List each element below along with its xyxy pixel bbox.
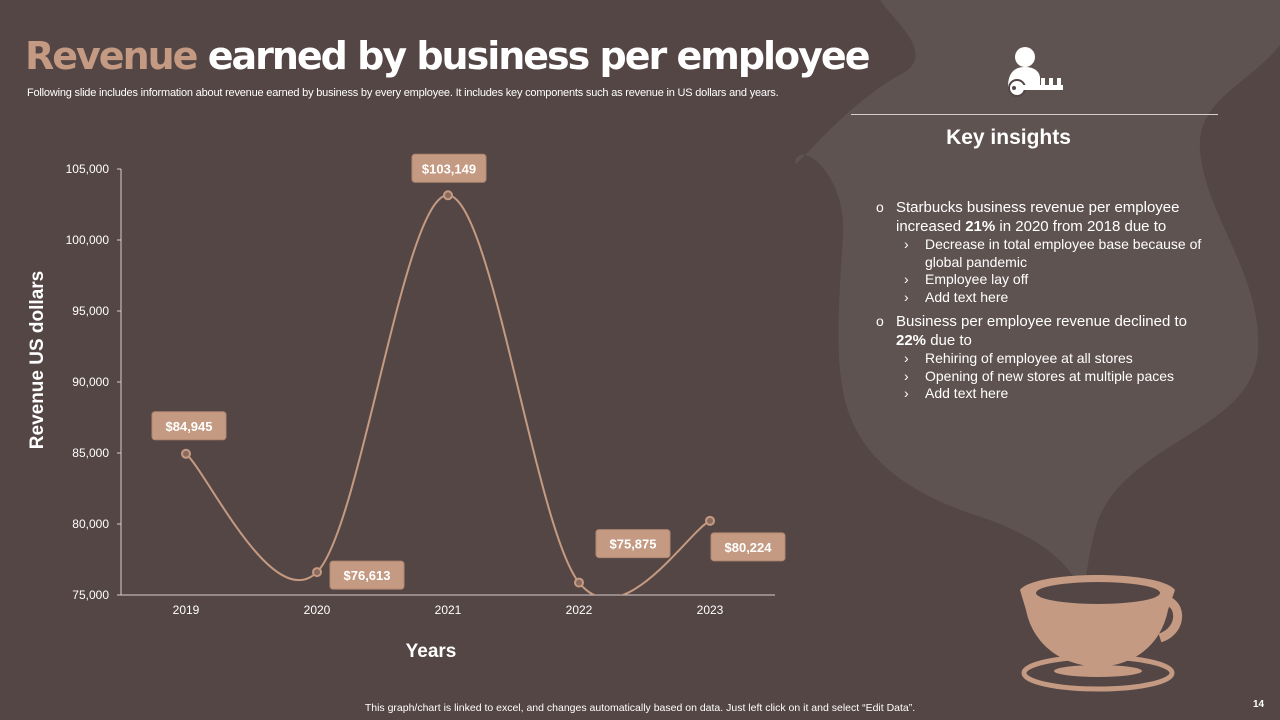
title-accent: Revenue — [25, 34, 198, 78]
chevron-right-icon: › — [904, 385, 909, 401]
data-label: $84,945 — [166, 419, 213, 434]
insights-list: o Starbucks business revenue per employee… — [876, 198, 1206, 409]
x-tick-label: 2021 — [435, 603, 462, 617]
chevron-right-icon: › — [904, 288, 909, 305]
x-tick-label: 2019 — [173, 603, 200, 617]
y-tick-label: 105,000 — [66, 162, 110, 176]
title-rest: earned by business per employee — [207, 34, 871, 78]
y-axis-title: Revenue US dollars — [27, 271, 48, 449]
revenue-line-chart[interactable]: 75,000 80,000 85,000 90,000 95,000 100,000 105… — [0, 0, 800, 690]
user-key-icon — [1008, 47, 1063, 97]
y-tick-label: 95,000 — [72, 304, 109, 318]
chevron-right-icon: › — [904, 350, 909, 366]
data-label: $76,613 — [344, 568, 391, 583]
circle-bullet-icon: o — [876, 313, 884, 329]
data-label: $80,224 — [725, 540, 773, 555]
insight-highlight: 21% — [965, 218, 996, 235]
insight-subpoint: › Employee lay off — [904, 271, 1029, 287]
insight-subpoint: › Add text here — [904, 288, 1009, 305]
insight-subpoint: › Rehiring of employee at all stores — [904, 350, 1133, 366]
data-point — [312, 567, 322, 578]
data-label-box — [411, 153, 487, 183]
page-subtitle: Following slide includes information abo… — [27, 87, 779, 99]
data-label-box — [710, 532, 786, 562]
x-tick-label: 2020 — [304, 603, 331, 617]
insight-subpoint: › Opening of new stores at multiple paces — [904, 367, 1175, 384]
insight-text: Starbucks business revenue per employee … — [896, 199, 1180, 235]
chevron-right-icon: › — [904, 367, 909, 384]
insight-item: o Starbucks business revenue per employee… — [876, 198, 1206, 306]
y-tick-label: 100,000 — [66, 233, 110, 247]
chart-footnote: This graph/chart is linked to excel, and… — [364, 702, 916, 714]
coffee-cup-icon — [1020, 575, 1183, 692]
x-axis-title: Years — [406, 641, 457, 662]
x-axis-ticks: 2019 2020 2021 2022 2023 — [173, 603, 724, 617]
data-labels: $84,945 $76,613 $103,149 $75,875 $80,224 — [151, 153, 786, 590]
insight-text: Business per employee revenue declined t… — [896, 313, 1188, 349]
data-label: $103,149 — [422, 161, 476, 176]
insight-subpoints: › Rehiring of employee at all stores › Open… — [896, 350, 1206, 403]
chevron-right-icon: › — [904, 236, 909, 252]
y-tick-label: 90,000 — [72, 375, 109, 389]
insight-subpoints: › Decrease in total employee base because… — [896, 236, 1206, 306]
data-label: $75,875 — [610, 537, 657, 552]
page-title: Revenue earned by business per employee — [25, 30, 871, 82]
data-label-box — [151, 411, 227, 441]
page-number: 14 — [1253, 699, 1265, 710]
y-axis-ticks: 75,000 80,000 85,000 90,000 95,000 100,000 105… — [66, 162, 121, 602]
insight-subpoint: › Add text here — [904, 385, 1009, 401]
x-tick-label: 2023 — [697, 603, 724, 617]
insight-highlight: 22% — [896, 332, 927, 349]
y-tick-label: 75,000 — [72, 588, 109, 602]
x-tick-label: 2022 — [566, 603, 593, 617]
data-point — [574, 577, 584, 588]
steam-path — [794, 0, 1280, 598]
key-insights-heading: Key insights — [946, 126, 1071, 149]
data-points — [181, 190, 715, 588]
data-point — [443, 190, 453, 201]
insight-item: o Business per employee revenue declined … — [876, 312, 1206, 403]
insight-subpoint: › Decrease in total employee base because… — [904, 236, 1202, 270]
data-label-box — [595, 529, 671, 559]
panel-divider — [851, 114, 1218, 115]
data-point — [181, 448, 191, 459]
y-tick-label: 85,000 — [72, 446, 109, 460]
chevron-right-icon: › — [904, 271, 909, 287]
data-point — [705, 515, 715, 526]
circle-bullet-icon: o — [876, 199, 884, 215]
data-label-box — [329, 560, 405, 590]
y-tick-label: 80,000 — [72, 517, 109, 531]
